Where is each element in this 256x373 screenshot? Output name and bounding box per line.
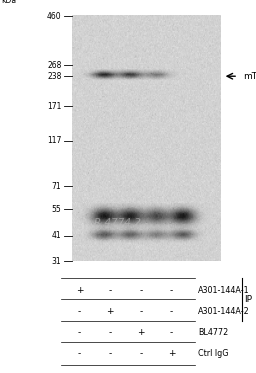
Text: -: - <box>139 286 142 295</box>
Text: 117: 117 <box>47 136 61 145</box>
Text: 238: 238 <box>47 72 61 81</box>
Text: -: - <box>78 350 81 358</box>
Text: A301-144A-2: A301-144A-2 <box>198 307 250 316</box>
Text: 268: 268 <box>47 61 61 70</box>
Text: -: - <box>170 307 173 316</box>
Text: -: - <box>109 328 112 337</box>
Text: 31: 31 <box>52 257 61 266</box>
Text: +: + <box>168 350 175 358</box>
Text: 171: 171 <box>47 102 61 111</box>
Text: 41: 41 <box>52 232 61 241</box>
Text: +: + <box>106 307 114 316</box>
Text: -: - <box>78 307 81 316</box>
Text: BL4772: BL4772 <box>198 328 229 337</box>
Text: mTOR: mTOR <box>243 72 256 81</box>
Text: -: - <box>170 328 173 337</box>
Text: +: + <box>76 286 83 295</box>
Text: 460: 460 <box>47 12 61 21</box>
Text: -: - <box>139 350 142 358</box>
Text: kDa: kDa <box>1 0 16 6</box>
Text: -: - <box>78 328 81 337</box>
Text: -: - <box>109 350 112 358</box>
Text: -: - <box>139 307 142 316</box>
Text: 55: 55 <box>52 205 61 214</box>
Text: +: + <box>137 328 145 337</box>
Text: -: - <box>109 286 112 295</box>
Text: IP: IP <box>244 295 252 304</box>
Text: Ctrl IgG: Ctrl IgG <box>198 350 229 358</box>
Text: A301-144A-1: A301-144A-1 <box>198 286 250 295</box>
Text: -: - <box>170 286 173 295</box>
Text: 71: 71 <box>52 182 61 191</box>
Text: R 4774 2: R 4774 2 <box>94 218 141 228</box>
